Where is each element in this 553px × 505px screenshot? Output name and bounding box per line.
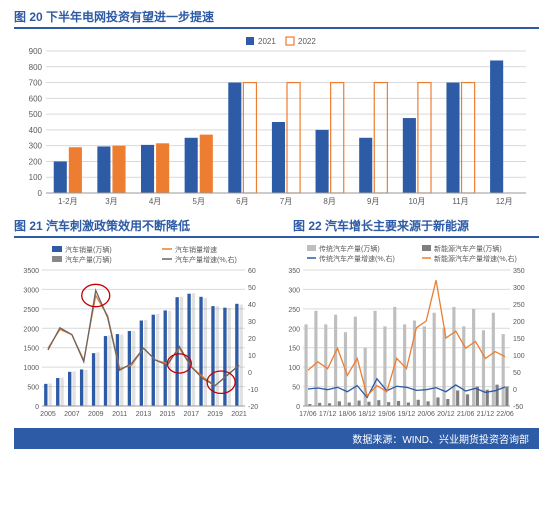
svg-text:3500: 3500 xyxy=(23,268,39,275)
svg-text:300: 300 xyxy=(288,287,300,294)
svg-text:0: 0 xyxy=(35,404,39,411)
svg-text:3000: 3000 xyxy=(23,287,39,294)
svg-text:8月: 8月 xyxy=(323,197,335,206)
svg-text:300: 300 xyxy=(29,142,43,151)
svg-text:500: 500 xyxy=(29,110,43,119)
svg-text:10月: 10月 xyxy=(408,197,425,206)
svg-text:2021: 2021 xyxy=(258,37,276,46)
svg-text:300: 300 xyxy=(513,285,525,292)
svg-text:7月: 7月 xyxy=(280,197,292,206)
fig21-chart: 汽车销量(万辆)汽车销量增速汽车产量(万辆)汽车产量增速(%,右)0500100… xyxy=(14,242,269,422)
fig21-title: 图 21 汽车刺激政策效用不断降低 xyxy=(14,217,269,234)
svg-text:汽车产量(万辆): 汽车产量(万辆) xyxy=(65,255,112,264)
svg-text:新能源汽车产量增速(%,右): 新能源汽车产量增速(%,右) xyxy=(434,254,517,263)
svg-text:150: 150 xyxy=(288,346,300,353)
svg-text:200: 200 xyxy=(29,157,43,166)
chart-row: 汽车销量(万辆)汽车销量增速汽车产量(万辆)汽车产量增速(%,右)0500100… xyxy=(14,242,539,422)
svg-text:9月: 9月 xyxy=(367,197,379,206)
svg-text:19/06: 19/06 xyxy=(378,411,396,418)
svg-text:100: 100 xyxy=(288,365,300,372)
svg-text:50: 50 xyxy=(292,385,300,392)
svg-text:21/06: 21/06 xyxy=(457,411,475,418)
fig22-title: 图 22 汽车增长主要来源于新能源 xyxy=(293,217,469,234)
svg-text:100: 100 xyxy=(513,353,525,360)
svg-text:50: 50 xyxy=(248,285,256,292)
svg-text:350: 350 xyxy=(288,268,300,275)
svg-text:2007: 2007 xyxy=(64,411,80,418)
svg-text:2017: 2017 xyxy=(183,411,199,418)
fig20-title-row: 图 20 下半年电网投资有望进一步提速 xyxy=(14,8,539,29)
svg-text:3月: 3月 xyxy=(105,197,117,206)
svg-text:2015: 2015 xyxy=(160,411,176,418)
svg-text:17/12: 17/12 xyxy=(319,411,337,418)
svg-text:200: 200 xyxy=(288,326,300,333)
svg-text:-10: -10 xyxy=(248,387,258,394)
svg-text:100: 100 xyxy=(29,173,43,182)
svg-text:900: 900 xyxy=(29,47,43,56)
svg-text:2005: 2005 xyxy=(40,411,56,418)
svg-text:传统汽车产量(万辆): 传统汽车产量(万辆) xyxy=(319,244,380,253)
source-text: 数据来源：WIND、兴业期货投资咨询部 xyxy=(352,435,529,446)
page: 图 20 下半年电网投资有望进一步提速 01002003004005006007… xyxy=(0,0,553,505)
svg-text:17/06: 17/06 xyxy=(299,411,317,418)
svg-text:2013: 2013 xyxy=(136,411,152,418)
svg-text:1-2月: 1-2月 xyxy=(58,197,78,206)
svg-text:11月: 11月 xyxy=(452,197,468,206)
svg-text:50: 50 xyxy=(513,370,521,377)
svg-text:20: 20 xyxy=(248,336,256,343)
svg-text:新能源汽车产量(万辆): 新能源汽车产量(万辆) xyxy=(434,244,502,253)
fig20-chart: 0 100 200 300 400 500 600 700 800 900 2021 2022 1-2月… xyxy=(14,33,534,213)
svg-text:19/12: 19/12 xyxy=(398,411,416,418)
svg-text:20/06: 20/06 xyxy=(417,411,435,418)
fig22-chart: 传统汽车产量(万辆) 新能源汽车产量(万辆) 传统汽车产量增速(%,右) 新能源汽车产… xyxy=(279,242,534,422)
source-bar: 数据来源：WIND、兴业期货投资咨询部 xyxy=(14,428,539,449)
svg-text:1000: 1000 xyxy=(23,365,39,372)
row2-title-row: 图 21 汽车刺激政策效用不断降低 图 22 汽车增长主要来源于新能源 xyxy=(14,217,539,238)
svg-text:2500: 2500 xyxy=(23,307,39,314)
svg-text:400: 400 xyxy=(29,126,43,135)
svg-text:21/12: 21/12 xyxy=(477,411,495,418)
svg-text:1500: 1500 xyxy=(23,346,39,353)
svg-text:2000: 2000 xyxy=(23,326,39,333)
svg-text:2019: 2019 xyxy=(207,411,223,418)
svg-text:500: 500 xyxy=(27,385,39,392)
svg-text:350: 350 xyxy=(513,268,525,275)
svg-text:汽车销量(万辆): 汽车销量(万辆) xyxy=(65,245,112,254)
svg-text:汽车产量增速(%,右): 汽车产量增速(%,右) xyxy=(175,255,237,264)
svg-text:10: 10 xyxy=(248,353,256,360)
svg-text:12月: 12月 xyxy=(496,197,513,206)
svg-text:0: 0 xyxy=(38,189,43,198)
svg-text:传统汽车产量增速(%,右): 传统汽车产量增速(%,右) xyxy=(319,254,395,263)
svg-text:18/06: 18/06 xyxy=(339,411,357,418)
svg-text:18/12: 18/12 xyxy=(358,411,376,418)
svg-text:5月: 5月 xyxy=(193,197,205,206)
svg-text:2009: 2009 xyxy=(88,411,104,418)
fig20-title: 图 20 下半年电网投资有望进一步提速 xyxy=(14,8,214,25)
svg-text:22/06: 22/06 xyxy=(496,411,514,418)
svg-text:4月: 4月 xyxy=(149,197,161,206)
svg-text:60: 60 xyxy=(248,268,256,275)
svg-text:0: 0 xyxy=(248,370,252,377)
svg-text:250: 250 xyxy=(288,307,300,314)
svg-text:-20: -20 xyxy=(248,404,258,411)
svg-text:800: 800 xyxy=(29,63,43,72)
svg-text:700: 700 xyxy=(29,79,43,88)
svg-text:40: 40 xyxy=(248,302,256,309)
svg-text:200: 200 xyxy=(513,319,525,326)
svg-text:150: 150 xyxy=(513,336,525,343)
svg-text:30: 30 xyxy=(248,319,256,326)
svg-text:2022: 2022 xyxy=(298,37,316,46)
svg-text:2021: 2021 xyxy=(231,411,247,418)
svg-text:2011: 2011 xyxy=(112,411,127,418)
svg-text:600: 600 xyxy=(29,94,43,103)
svg-text:-50: -50 xyxy=(513,404,523,411)
svg-text:20/12: 20/12 xyxy=(437,411,455,418)
svg-text:汽车销量增速: 汽车销量增速 xyxy=(175,245,217,254)
svg-text:6月: 6月 xyxy=(236,197,248,206)
svg-text:250: 250 xyxy=(513,302,525,309)
svg-text:0: 0 xyxy=(513,387,517,394)
svg-text:0: 0 xyxy=(296,404,300,411)
